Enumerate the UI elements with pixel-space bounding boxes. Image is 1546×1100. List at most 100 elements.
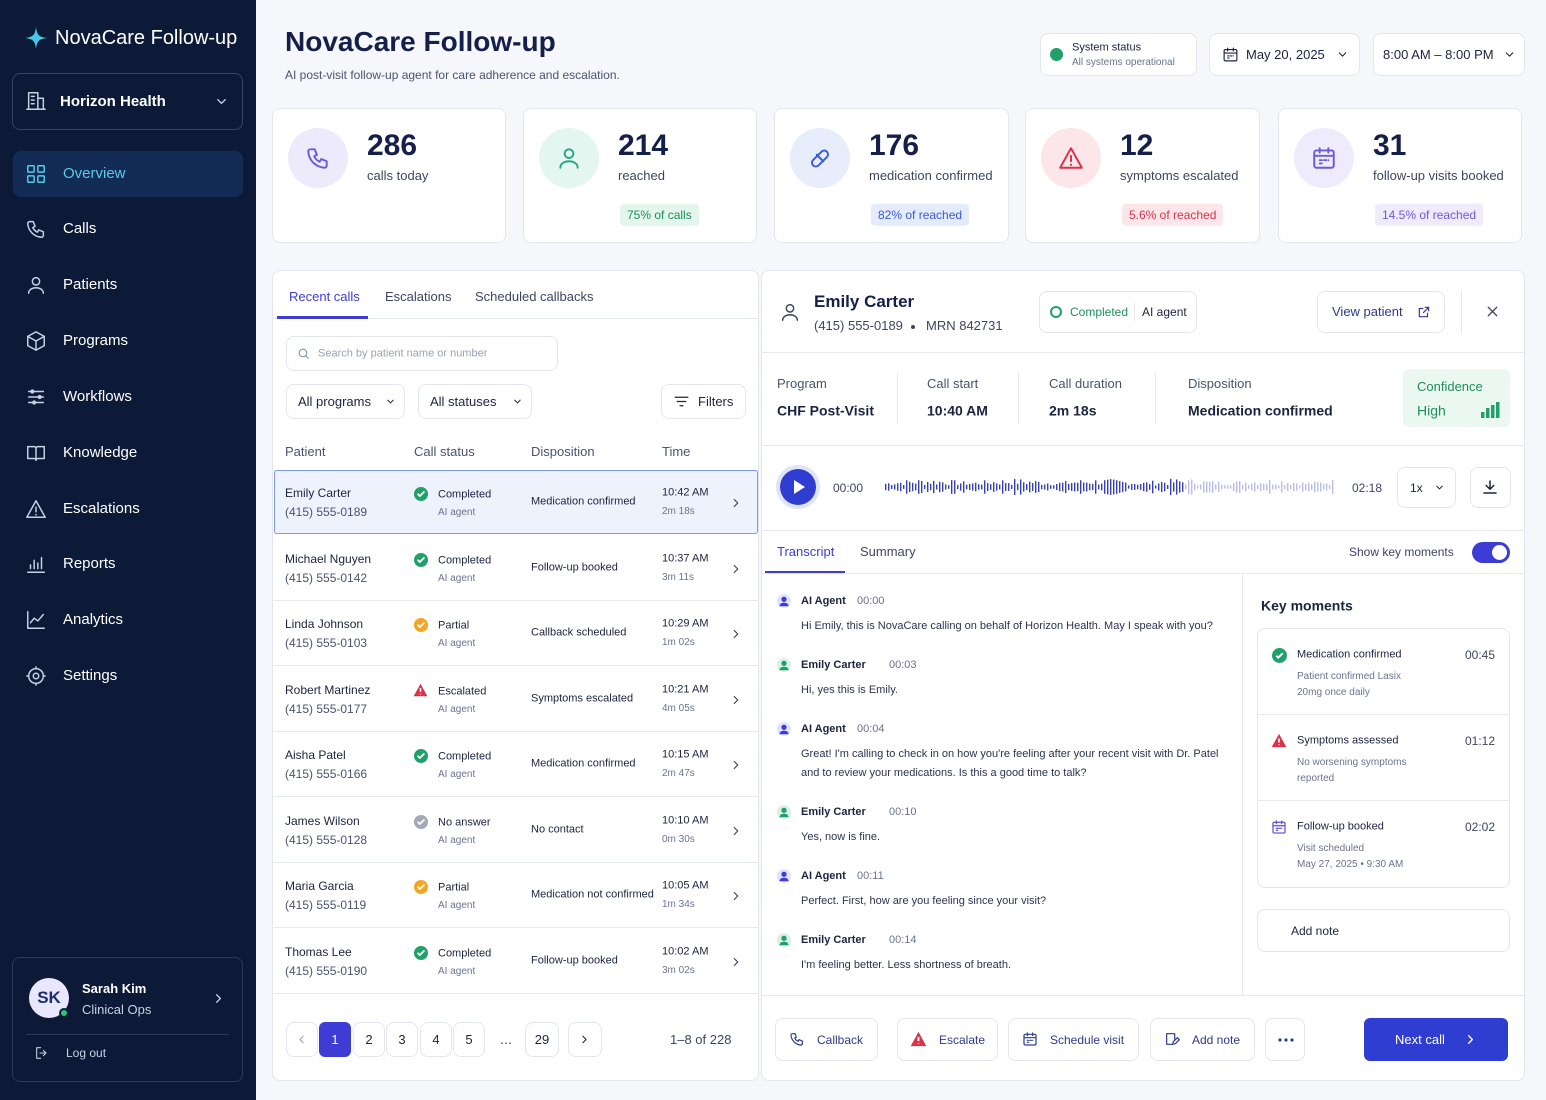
divider bbox=[1134, 303, 1135, 321]
nav-item[interactable]: Workflows bbox=[63, 387, 132, 405]
divider bbox=[762, 530, 1524, 531]
patient-name: Maria Garcia bbox=[285, 878, 354, 893]
icon bbox=[729, 627, 743, 641]
prev-page[interactable] bbox=[286, 1022, 318, 1057]
speaker: Emily Carter bbox=[801, 934, 866, 946]
icon bbox=[729, 758, 743, 772]
stat-label: symptoms escalated bbox=[1120, 168, 1239, 184]
page-button[interactable] bbox=[386, 1022, 418, 1057]
call-status: Completed bbox=[438, 750, 492, 763]
divider bbox=[762, 573, 1524, 574]
org-switcher[interactable] bbox=[12, 73, 243, 130]
patient-name: Thomas Lee bbox=[285, 944, 352, 959]
patient-phone: (415) 555-0177 bbox=[285, 701, 368, 716]
detail-tab[interactable]: Summary bbox=[860, 544, 916, 560]
icon bbox=[1058, 145, 1084, 171]
detail-mrn: MRN 842731 bbox=[926, 318, 1003, 334]
action-icon bbox=[910, 1031, 927, 1047]
moment-time: 02:02 bbox=[1464, 819, 1495, 834]
nav-item[interactable]: Knowledge bbox=[63, 443, 138, 461]
confidence-bars bbox=[1481, 402, 1500, 418]
speed-select[interactable] bbox=[1397, 467, 1456, 508]
page-button[interactable] bbox=[525, 1022, 559, 1057]
call-row[interactable] bbox=[273, 863, 758, 928]
moment-title: Symptoms assessed bbox=[1297, 734, 1399, 747]
call-status: Partial bbox=[438, 881, 470, 894]
filters-button[interactable] bbox=[661, 384, 746, 419]
action-icon bbox=[789, 1031, 805, 1047]
detail-status: Completed bbox=[1070, 304, 1129, 319]
transcript-text: Great! I'm calling to check in on how yo… bbox=[801, 748, 1219, 779]
next-call-button[interactable] bbox=[1364, 1018, 1508, 1061]
icon bbox=[1463, 1032, 1478, 1047]
tab-underline bbox=[277, 316, 368, 319]
icon bbox=[25, 386, 47, 408]
nav-item[interactable]: Escalations bbox=[63, 499, 140, 517]
disposition: Medication confirmed bbox=[531, 757, 636, 770]
status-text: All systems operational bbox=[1072, 57, 1175, 68]
moment-detail: Visit scheduled bbox=[1297, 843, 1365, 854]
date-picker[interactable] bbox=[1209, 33, 1360, 76]
status-icon bbox=[414, 487, 428, 501]
page-button[interactable] bbox=[453, 1022, 485, 1057]
call-agent: AI agent bbox=[438, 965, 476, 977]
transcript-text: I'm feeling better. Less shortness of br… bbox=[801, 959, 1011, 971]
next-page[interactable] bbox=[568, 1022, 602, 1057]
call-agent: AI agent bbox=[438, 572, 476, 584]
filter-select[interactable] bbox=[418, 384, 532, 419]
action-button[interactable] bbox=[1150, 1018, 1255, 1061]
action-button[interactable] bbox=[897, 1018, 998, 1061]
patient-name: Emily Carter bbox=[285, 485, 352, 500]
page-button[interactable] bbox=[353, 1022, 385, 1057]
action-button[interactable] bbox=[1008, 1018, 1139, 1061]
moment-time: 00:45 bbox=[1464, 647, 1495, 662]
view-patient-label: View patient bbox=[1332, 304, 1403, 320]
call-row[interactable] bbox=[273, 536, 758, 601]
call-row[interactable] bbox=[273, 732, 758, 797]
status-box bbox=[1040, 33, 1197, 76]
nav-item[interactable]: Patients bbox=[63, 275, 118, 293]
call-time: 10:29 AM bbox=[662, 617, 709, 630]
speaker-icon bbox=[777, 658, 791, 672]
nav-item[interactable]: Settings bbox=[63, 667, 118, 685]
nav-item[interactable]: Programs bbox=[63, 331, 129, 349]
call-row[interactable] bbox=[273, 798, 758, 863]
tab[interactable]: Recent calls bbox=[289, 289, 360, 305]
icon bbox=[25, 498, 47, 520]
detail-tab[interactable]: Transcript bbox=[777, 544, 835, 560]
moment-detail: No worsening symptoms bbox=[1297, 757, 1407, 768]
page-button[interactable] bbox=[420, 1022, 452, 1057]
nav-item[interactable]: Calls bbox=[63, 220, 97, 237]
tab[interactable]: Escalations bbox=[385, 289, 452, 305]
icon[interactable] bbox=[1484, 303, 1501, 320]
more-button[interactable] bbox=[1265, 1018, 1305, 1061]
toggle[interactable] bbox=[1472, 542, 1510, 563]
page-button[interactable] bbox=[319, 1022, 351, 1057]
transcript-time: 00:03 bbox=[889, 659, 917, 671]
nav-item[interactable]: Reports bbox=[63, 555, 116, 573]
call-agent: AI agent bbox=[438, 834, 476, 846]
divider bbox=[1258, 800, 1509, 801]
nav-item[interactable]: Overview bbox=[63, 165, 126, 182]
call-row[interactable] bbox=[274, 470, 758, 534]
filter-label: All programs bbox=[298, 394, 371, 410]
call-duration: 2m 18s bbox=[662, 506, 695, 517]
search-box[interactable] bbox=[286, 336, 558, 371]
call-row[interactable] bbox=[273, 667, 758, 732]
filter-select[interactable] bbox=[286, 384, 405, 419]
user-role: Clinical Ops bbox=[82, 1002, 152, 1018]
hours-picker[interactable] bbox=[1373, 33, 1525, 76]
add-note-box[interactable] bbox=[1257, 909, 1510, 952]
key-moments-title: Key moments bbox=[1261, 597, 1353, 614]
call-status: Completed bbox=[438, 488, 492, 501]
stat-value: 214 bbox=[618, 129, 669, 162]
audio-start: 00:00 bbox=[833, 480, 864, 495]
play-button[interactable] bbox=[780, 469, 816, 505]
call-status: No answer bbox=[438, 815, 491, 828]
call-row[interactable] bbox=[273, 601, 758, 666]
call-row[interactable] bbox=[273, 929, 758, 994]
logout[interactable]: Log out bbox=[66, 1045, 107, 1060]
icon bbox=[729, 496, 743, 510]
tab[interactable]: Scheduled callbacks bbox=[475, 289, 594, 305]
nav-item[interactable]: Analytics bbox=[63, 611, 124, 629]
